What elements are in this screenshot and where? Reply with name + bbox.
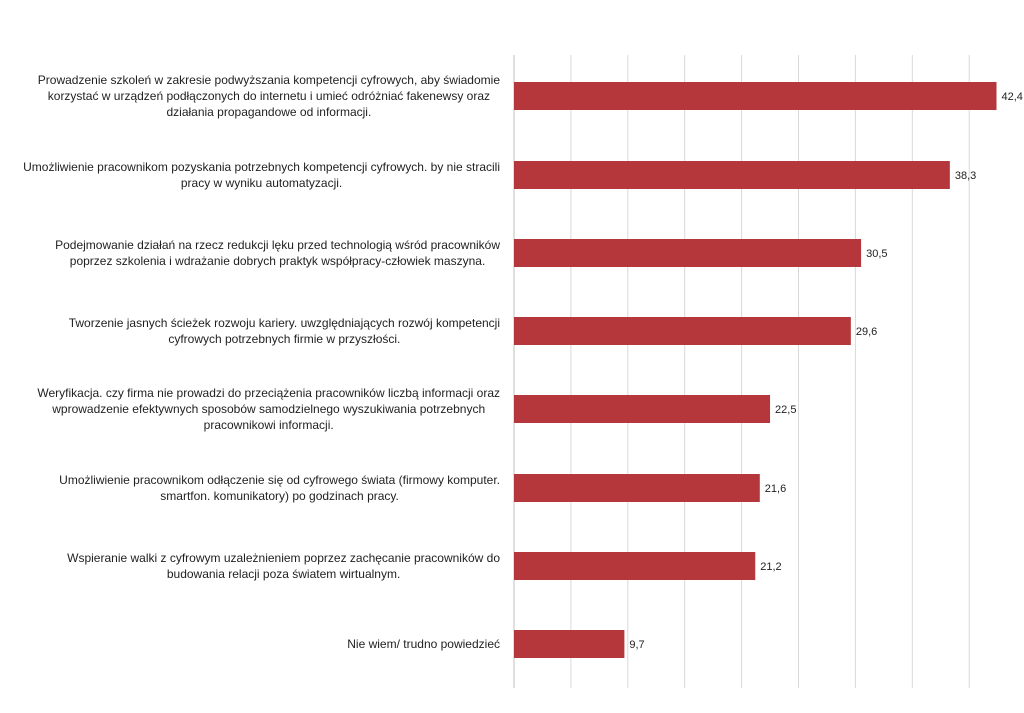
category-label: Wspieranie walki z cyfrowym uzależnienie…: [67, 551, 500, 581]
category-label-line: budowania relacji poza światem wirtualny…: [167, 567, 400, 581]
category-label-line: pracownikowi informacji.: [204, 418, 334, 432]
data-label: 38,3: [955, 170, 976, 182]
category-label: Tworzenie jasnych ścieżek rozwoju karier…: [69, 316, 500, 346]
category-label: Nie wiem/ trudno powiedzieć: [347, 637, 500, 651]
category-label-line: Umożliwienie pracownikom pozyskania potr…: [23, 160, 500, 174]
category-label: Prowadzenie szkoleń w zakresie podwyższa…: [38, 73, 501, 119]
bar: [514, 630, 625, 658]
category-label-line: pracy w wyniku automatyzacji.: [181, 176, 342, 190]
data-label: 9,7: [629, 639, 644, 651]
category-label: Weryfikacja. czy firma nie prowadzi do p…: [37, 386, 500, 432]
category-label-line: Weryfikacja. czy firma nie prowadzi do p…: [37, 386, 500, 400]
category-label-line: cyfrowych potrzebnych firmie w przyszłoś…: [168, 332, 400, 346]
value-label-layer: 42,4 38,3 30,5 29,6 22,5 21,6 21,2 9,7: [629, 91, 1023, 651]
category-label: Umożliwienie pracownikom pozyskania potr…: [23, 160, 500, 190]
category-label-line: poprzez szkolenia i wdrażanie dobrych pr…: [70, 254, 486, 268]
data-label: 29,6: [856, 326, 877, 338]
bar: [514, 317, 851, 345]
category-label-line: Prowadzenie szkoleń w zakresie podwyższa…: [38, 73, 501, 87]
bar: [514, 82, 997, 110]
bar: [514, 395, 771, 423]
category-label-layer: Prowadzenie szkoleń w zakresie podwyższa…: [23, 73, 500, 651]
grid-layer: [513, 55, 970, 688]
category-label-line: korzystać w urządzeń podłączonych do int…: [48, 89, 490, 103]
bar-layer: [514, 82, 997, 658]
category-label-line: smartfon. komunikatory) po godzinach pra…: [160, 489, 399, 503]
bar: [514, 161, 950, 189]
category-label-line: wprowadzenie efektywnych sposobów samodz…: [51, 402, 485, 416]
category-label-line: Wspieranie walki z cyfrowym uzależnienie…: [67, 551, 500, 565]
category-label-line: Podejmowanie działań na rzecz redukcji l…: [55, 238, 500, 252]
category-label-line: Umożliwienie pracownikom odłączenie się …: [59, 473, 500, 487]
category-label: Umożliwienie pracownikom odłączenie się …: [59, 473, 500, 503]
data-label: 21,2: [760, 561, 781, 573]
data-label: 30,5: [866, 248, 887, 260]
bar: [514, 552, 756, 580]
category-label-line: Nie wiem/ trudno powiedzieć: [347, 637, 500, 651]
data-label: 22,5: [775, 404, 796, 416]
category-label-line: działania propagandowe od informacji.: [166, 105, 371, 119]
category-label: Podejmowanie działań na rzecz redukcji l…: [55, 238, 500, 268]
data-label: 21,6: [765, 483, 786, 495]
category-label-line: Tworzenie jasnych ścieżek rozwoju karier…: [69, 316, 500, 330]
bar: [514, 239, 862, 267]
data-label: 42,4: [1002, 91, 1023, 103]
bar: [514, 474, 760, 502]
